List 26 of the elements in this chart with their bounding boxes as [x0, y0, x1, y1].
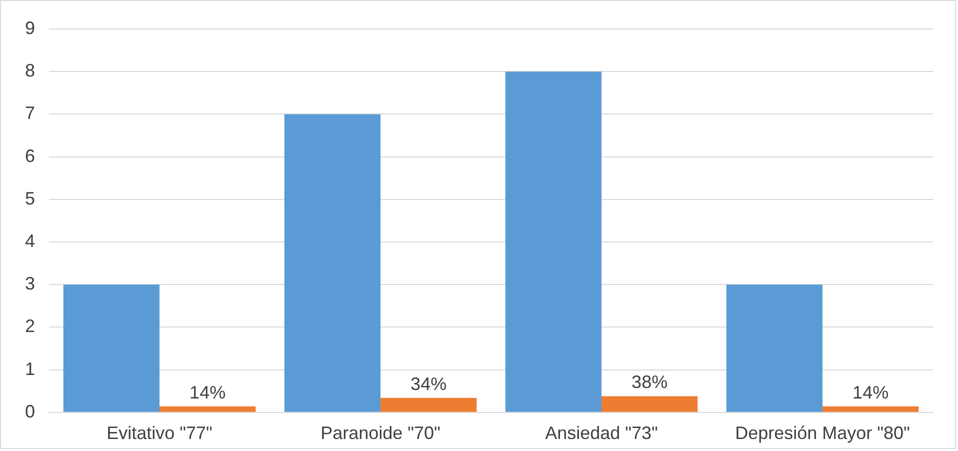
bar — [726, 284, 822, 412]
x-tick-label: Evitativo "77" — [106, 423, 212, 444]
y-tick-label: 7 — [24, 103, 36, 124]
x-tick-label: Paranoide "70" — [320, 423, 440, 444]
y-tick-label: 1 — [24, 358, 36, 379]
bar — [63, 284, 160, 412]
bar — [284, 114, 381, 412]
data-label: 14% — [852, 382, 889, 402]
y-tick-label: 4 — [24, 230, 36, 251]
y-tick-label: 6 — [24, 146, 36, 166]
bar — [160, 406, 256, 412]
bar — [380, 398, 477, 412]
data-label: 34% — [410, 374, 447, 394]
bar — [822, 406, 919, 412]
y-tick-label: 2 — [24, 316, 36, 336]
y-tick-label: 3 — [24, 274, 36, 294]
x-tick-label: Depresión Mayor "80" — [735, 423, 910, 444]
bar — [505, 72, 602, 412]
y-tick-label: 9 — [24, 18, 36, 38]
y-tick-label: 8 — [24, 60, 36, 81]
x-tick-label: Ansiedad "73" — [545, 423, 658, 444]
data-label: 38% — [632, 372, 668, 392]
y-tick-label: 0 — [24, 401, 36, 422]
y-tick-label: 5 — [24, 188, 36, 208]
data-label: 14% — [190, 382, 226, 402]
bar — [602, 396, 698, 412]
